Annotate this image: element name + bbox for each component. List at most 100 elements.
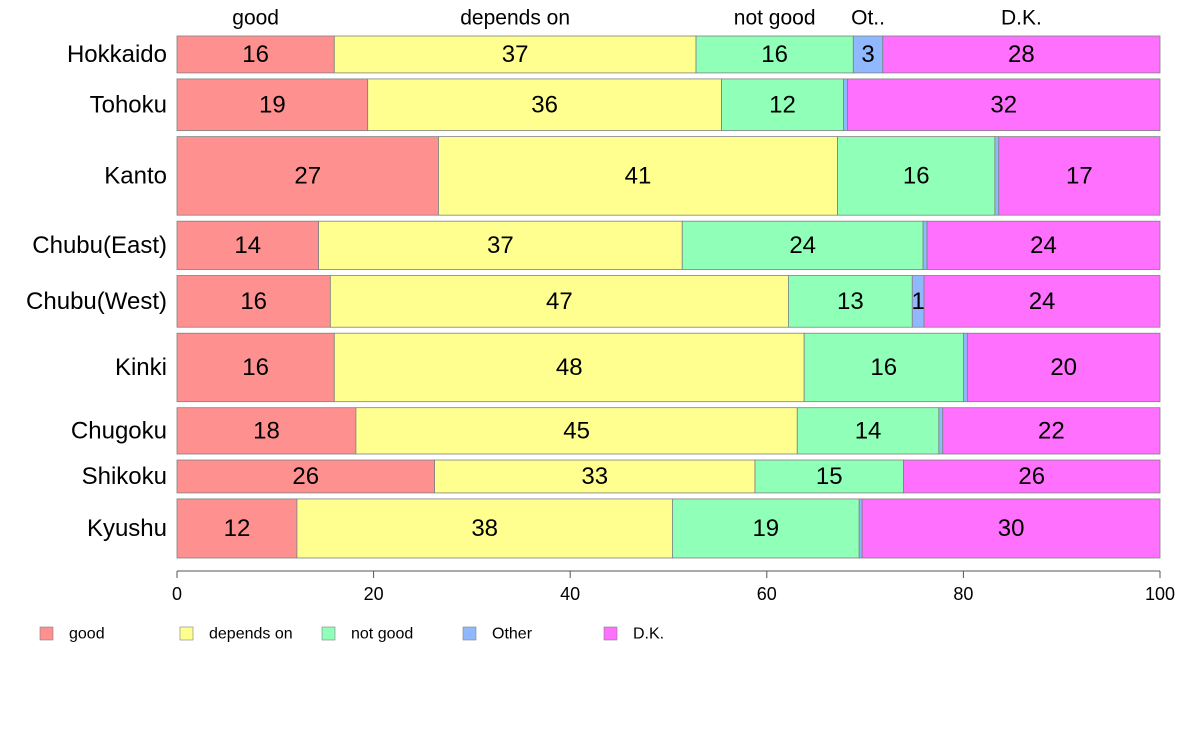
bar-segment-5-4	[966, 332, 1161, 403]
legend-label-0: good	[69, 626, 105, 643]
bars: 16 37 16 3 28 19 36 12 32 27 41 16 17 14 37 24 24 16 47 13 1…	[176, 35, 1161, 559]
row-label-7: Shikoku	[82, 463, 167, 490]
data-label-7-0: 26	[292, 463, 319, 490]
top-label-2: not good	[734, 7, 816, 30]
top-category-labels: good depends on not good Ot.. D.K.	[232, 7, 1042, 30]
data-label-0-0: 16	[242, 41, 269, 68]
bar-segment-7-1	[434, 459, 756, 494]
row-label-3: Chubu(East)	[32, 232, 167, 259]
data-label-4-0: 16	[240, 288, 267, 315]
bar-segment-2-3	[994, 136, 1000, 216]
row-labels: Hokkaido Tohoku Kanto Chubu(East) Chubu(West…	[26, 41, 167, 542]
legend-swatch-1	[179, 626, 194, 641]
x-tick-label-2: 40	[560, 584, 580, 604]
data-label-4-3: 1	[912, 288, 925, 315]
bar-segment-3-1	[318, 220, 683, 270]
data-label-3-2: 24	[789, 232, 816, 259]
bar-segment-1-1	[367, 78, 722, 132]
bar-segment-4-4	[923, 275, 1161, 328]
x-tick-label-1: 20	[364, 584, 384, 604]
data-label-8-1: 38	[471, 515, 498, 542]
data-label-8-0: 12	[224, 515, 251, 542]
legend-swatch-0	[39, 626, 54, 641]
x-tick-label-4: 80	[953, 584, 973, 604]
data-label-5-1: 48	[556, 354, 583, 381]
data-label-6-0: 18	[253, 417, 280, 444]
data-label-4-1: 47	[546, 288, 573, 315]
bar-segment-6-1	[355, 407, 798, 455]
bar-segment-3-3	[922, 220, 928, 270]
bar-segment-8-1	[296, 498, 673, 559]
data-label-0-4: 28	[1008, 41, 1035, 68]
data-label-4-2: 13	[837, 288, 864, 315]
data-label-7-4: 26	[1018, 463, 1045, 490]
bar-segment-8-0	[176, 498, 298, 559]
bar-segment-4-0	[176, 275, 331, 328]
bar-segment-5-2	[803, 332, 964, 403]
bar-segment-7-0	[176, 459, 435, 494]
data-label-3-4: 24	[1030, 232, 1057, 259]
legend-label-2: not good	[351, 626, 413, 643]
legend-label-1: depends on	[209, 626, 293, 643]
bar-segment-2-0	[176, 136, 439, 216]
data-label-1-4: 32	[990, 91, 1017, 118]
legend-swatch-4	[603, 626, 618, 641]
bar-segment-2-2	[837, 136, 996, 216]
bar-segment-4-2	[788, 275, 913, 328]
bar-segment-5-3	[963, 332, 968, 403]
row-label-8: Kyushu	[87, 515, 167, 542]
bar-segment-6-3	[938, 407, 944, 455]
bar-segment-2-4	[998, 136, 1161, 216]
data-label-7-1: 33	[581, 463, 608, 490]
data-label-2-1: 41	[625, 162, 652, 189]
legend-swatch-3	[462, 626, 477, 641]
x-axis: 0 20 40 60 80 100	[172, 570, 1175, 604]
data-label-8-4: 30	[998, 515, 1025, 542]
data-label-6-4: 22	[1038, 417, 1065, 444]
data-label-0-1: 37	[502, 41, 529, 68]
row-label-1: Tohoku	[90, 91, 167, 118]
row-label-4: Chubu(West)	[26, 288, 167, 315]
legend-label-4: D.K.	[633, 626, 664, 643]
bar-segment-5-0	[176, 332, 335, 403]
top-label-3: Ot..	[851, 7, 885, 30]
data-label-1-0: 19	[259, 91, 286, 118]
data-label-4-4: 24	[1029, 288, 1056, 315]
data-label-3-1: 37	[487, 232, 514, 259]
data-label-6-1: 45	[563, 417, 590, 444]
data-label-0-3: 3	[861, 41, 874, 68]
data-label-7-2: 15	[816, 463, 843, 490]
bar-segment-1-2	[721, 78, 844, 132]
data-label-0-2: 16	[761, 41, 788, 68]
data-label-5-0: 16	[242, 354, 269, 381]
bar-segment-8-4	[861, 498, 1161, 559]
x-tick-label-0: 0	[172, 584, 182, 604]
bar-segment-3-4	[926, 220, 1161, 270]
data-label-3-0: 14	[234, 232, 261, 259]
bar-segment-4-1	[329, 275, 789, 328]
bar-segment-1-3	[843, 78, 848, 132]
bar-segment-3-2	[681, 220, 924, 270]
legend: good depends on not good Other D.K.	[39, 626, 664, 643]
legend-label-3: Other	[492, 626, 533, 643]
row-label-6: Chugoku	[71, 417, 167, 444]
top-label-0: good	[232, 7, 279, 30]
top-label-4: D.K.	[1001, 7, 1042, 30]
data-label-8-2: 19	[752, 515, 779, 542]
row-label-5: Kinki	[115, 354, 167, 381]
data-label-2-4: 17	[1066, 162, 1093, 189]
row-label-0: Hokkaido	[67, 41, 167, 68]
data-label-2-2: 16	[903, 162, 930, 189]
bar-segment-0-1	[333, 35, 697, 74]
bar-segment-1-0	[176, 78, 369, 132]
x-tick-label-5: 100	[1145, 584, 1175, 604]
data-label-5-2: 16	[870, 354, 897, 381]
bar-segment-6-2	[796, 407, 940, 455]
top-label-1: depends on	[460, 7, 570, 30]
bar-segment-7-2	[754, 459, 904, 494]
bar-segment-6-4	[942, 407, 1161, 455]
bar-segment-3-0	[176, 220, 319, 270]
bar-segment-8-3	[858, 498, 863, 559]
data-label-1-2: 12	[769, 91, 796, 118]
